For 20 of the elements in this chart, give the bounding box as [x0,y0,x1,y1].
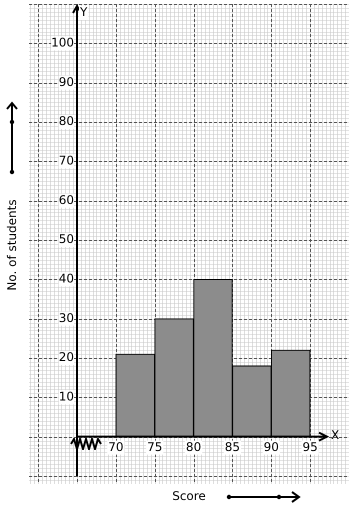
y-tick-label: 10 [58,389,74,404]
x-tick-label: 75 [147,440,162,454]
y-tick-label: 40 [58,271,74,286]
annotation: Y [79,5,88,20]
annotation: X [331,428,340,442]
x-tick-label: 80 [186,440,202,454]
y-tick-label: 60 [58,192,74,207]
y-tick-label: 20 [58,350,74,364]
y-axis-title: No. of students [5,199,19,291]
y-tick-label: 50 [58,232,74,246]
y-tick-label: 90 [58,74,74,89]
x-tick-label: 85 [224,440,240,454]
y-tick-label: 70 [58,153,74,168]
x-tick-label: 95 [302,440,318,454]
x-axis-title: Score [172,489,206,503]
y-tick-label: 30 [58,310,74,325]
x-tick-label: 90 [264,440,279,454]
y-tick-label: 100 [51,35,74,50]
x-tick-label: 70 [108,440,124,454]
y-tick-label: 80 [58,114,74,128]
